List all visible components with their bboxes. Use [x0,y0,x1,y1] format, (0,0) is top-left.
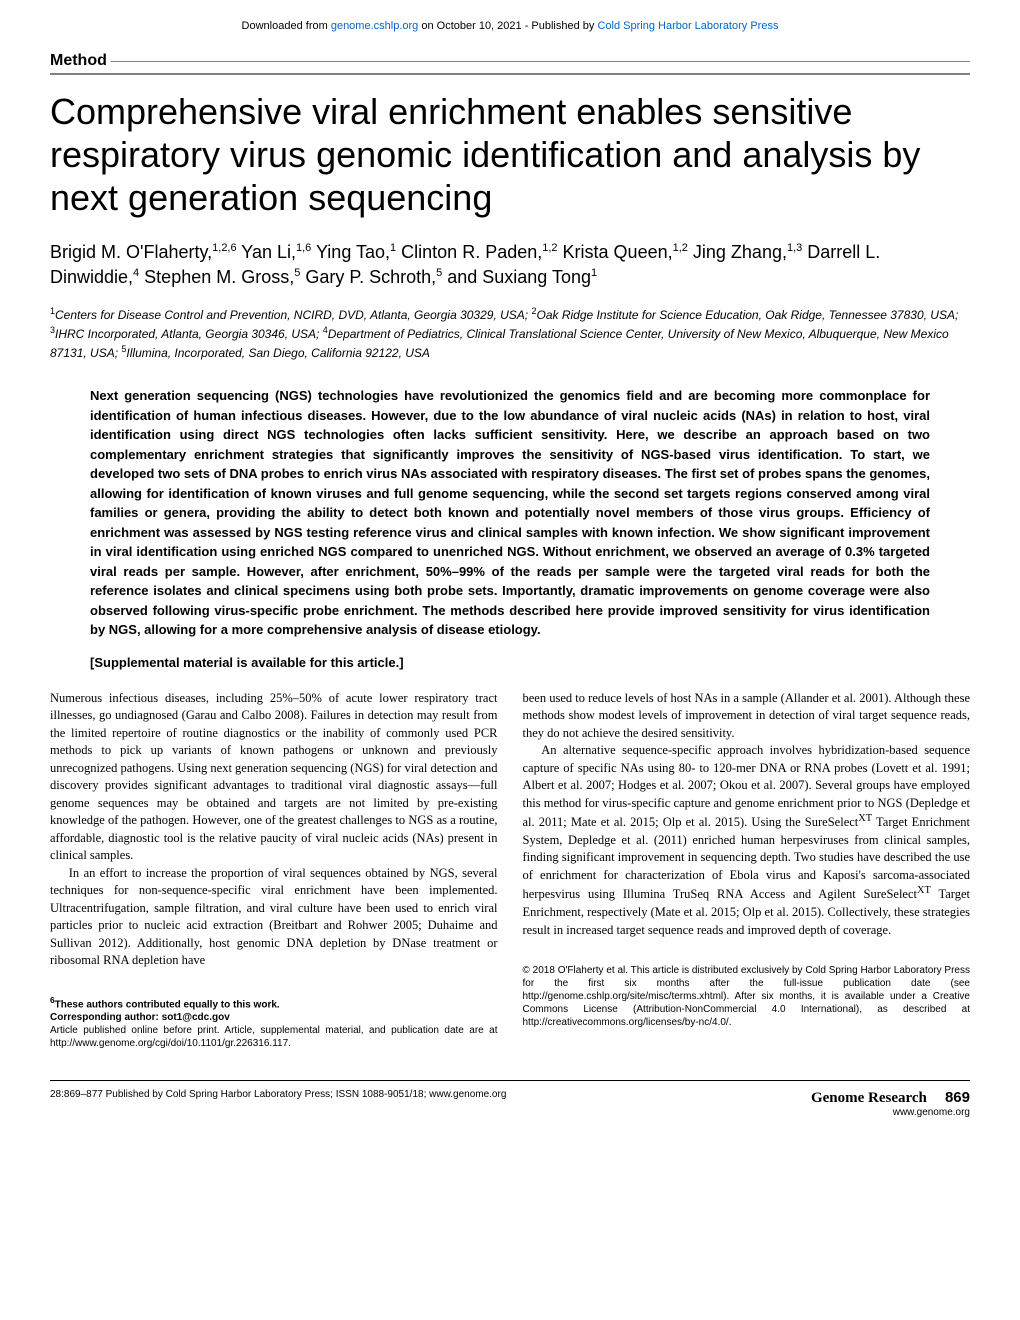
page-number: 869 [945,1089,970,1106]
journal-brand: Genome Research [811,1090,927,1106]
download-middle: on October 10, 2021 - Published by [421,20,597,32]
article-title: Comprehensive viral enrichment enables s… [50,90,970,220]
download-header: Downloaded from genome.cshlp.org on Octo… [50,20,970,32]
footnote-corresponding: Corresponding author: sot1@cdc.gov [50,1011,498,1024]
footnote-pubinfo: Article published online before print. A… [50,1024,498,1050]
body-para-1: Numerous infectious diseases, including … [50,690,498,865]
download-link-2[interactable]: Cold Spring Harbor Laboratory Press [597,20,778,32]
page-footer: 28:869–877 Published by Cold Spring Harb… [50,1080,970,1118]
footer-right: Genome Research 869 www.genome.org [811,1089,970,1118]
download-prefix: Downloaded from [242,20,331,32]
abstract: Next generation sequencing (NGS) technol… [90,386,930,640]
copyright-notice: © 2018 O'Flaherty et al. This article is… [523,964,971,1029]
supplemental-note: [Supplemental material is available for … [90,655,930,670]
body-para-2: In an effort to increase the proportion … [50,865,498,970]
affiliations: 1Centers for Disease Control and Prevent… [50,305,970,361]
body-para-3: been used to reduce levels of host NAs i… [523,690,971,743]
section-label-text: Method [50,52,107,70]
footer-publication-info: 28:869–877 Published by Cold Spring Harb… [50,1089,506,1100]
body-para-4: An alternative sequence-specific approac… [523,742,971,939]
download-link-1[interactable]: genome.cshlp.org [331,20,418,32]
section-label: Method [50,52,970,75]
footnote-equal: 6These authors contributed equally to th… [50,995,498,1011]
footnotes: 6These authors contributed equally to th… [50,995,498,1050]
journal-url: www.genome.org [811,1107,970,1118]
body-text: Numerous infectious diseases, including … [50,690,970,1050]
authors: Brigid M. O'Flaherty,1,2,6 Yan Li,1,6 Yi… [50,240,970,290]
